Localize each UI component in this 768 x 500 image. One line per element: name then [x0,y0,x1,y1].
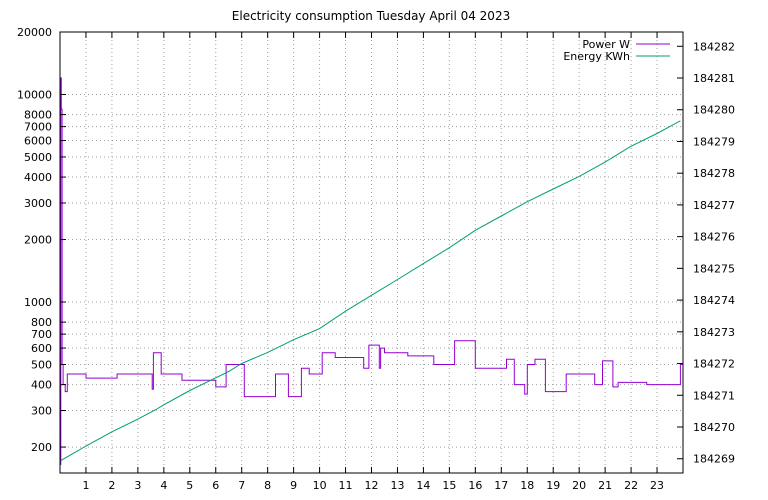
y-tick-label: 700 [31,328,52,341]
x-tick-label: 4 [160,479,167,492]
y2-tick-label: 184269 [693,453,735,466]
y2-tick-label: 184279 [693,135,735,148]
x-tick-label: 6 [212,479,219,492]
x-tick-label: 19 [546,479,560,492]
x-tick-label: 1 [82,479,89,492]
x-tick-label: 18 [520,479,534,492]
y-tick-label: 3000 [24,197,52,210]
x-tick-label: 11 [339,479,353,492]
x-tick-label: 13 [390,479,404,492]
y-tick-label: 600 [31,342,52,355]
x-tick-label: 2 [108,479,115,492]
x-tick-label: 9 [290,479,297,492]
y-tick-label: 2000 [24,234,52,247]
chart-title: Electricity consumption Tuesday April 04… [232,9,510,23]
axis-ticks: 1 2 3 4 5 6 7 8 9 10 11 12 13 14 15 16 17 18 19 20 21 22 23200… [17,26,735,492]
x-tick-label: 12 [365,479,379,492]
y-tick-label: 7000 [24,121,52,134]
y2-tick-label: 184280 [693,104,735,117]
y-tick-label: 500 [31,358,52,371]
y-tick-label: 4000 [24,171,52,184]
x-tick-label: 22 [624,479,638,492]
energy-kwh-series-line [59,120,681,463]
legend-label: Power W [582,38,630,51]
x-tick-label: 7 [238,479,245,492]
x-tick-label: 17 [494,479,508,492]
y2-tick-label: 184282 [693,40,735,53]
grid-lines [60,31,683,473]
y-tick-label: 6000 [24,135,52,148]
y2-tick-label: 184278 [693,167,735,180]
y2-tick-label: 184274 [693,294,735,307]
x-tick-label: 21 [598,479,612,492]
y-tick-label: 1000 [24,296,52,309]
x-tick-label: 10 [313,479,327,492]
y-tick-label: 10000 [17,88,52,101]
y2-tick-label: 184270 [693,421,735,434]
x-tick-label: 15 [442,479,456,492]
y-tick-label: 800 [31,316,52,329]
y2-tick-label: 184277 [693,199,735,212]
y2-tick-label: 184281 [693,72,735,85]
y-tick-label: 5000 [24,151,52,164]
y2-tick-label: 184272 [693,358,735,371]
x-tick-label: 16 [468,479,482,492]
power-w-series-line [60,77,683,465]
y2-tick-label: 184271 [693,389,735,402]
y-tick-label: 20000 [17,26,52,39]
y-tick-label: 8000 [24,109,52,122]
x-tick-label: 14 [416,479,430,492]
x-tick-label: 20 [572,479,586,492]
legend-label: Energy KWh [563,50,630,63]
series-lines [59,77,683,465]
x-tick-label: 23 [650,479,664,492]
y2-tick-label: 184273 [693,326,735,339]
y2-tick-label: 184276 [693,231,735,244]
y-tick-label: 200 [31,441,52,454]
x-tick-label: 5 [186,479,193,492]
x-tick-label: 8 [264,479,271,492]
x-tick-label: 3 [134,479,141,492]
y-tick-label: 300 [31,405,52,418]
y2-tick-label: 184275 [693,262,735,275]
y-tick-label: 400 [31,379,52,392]
